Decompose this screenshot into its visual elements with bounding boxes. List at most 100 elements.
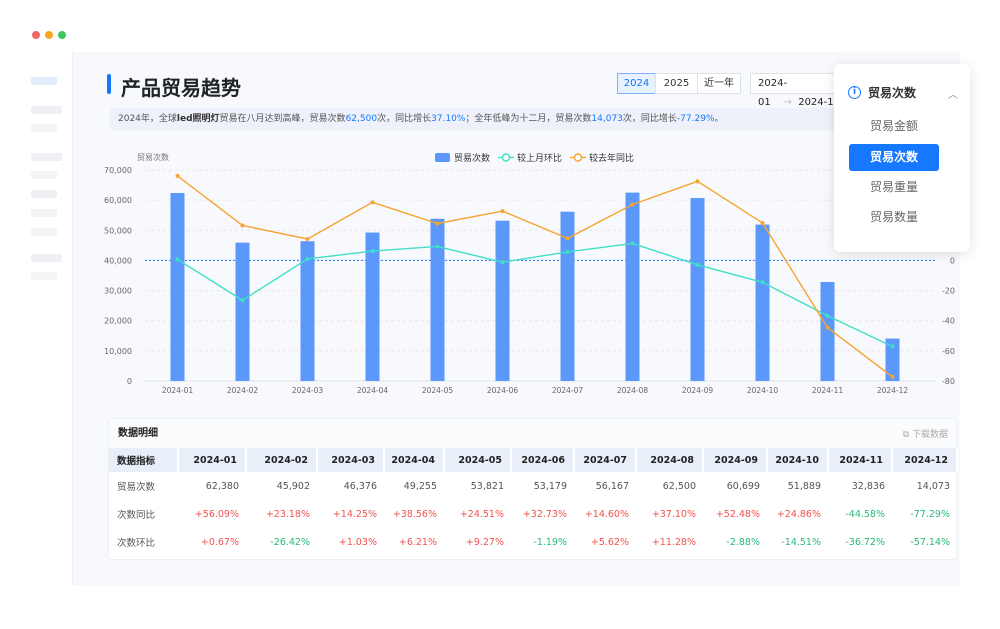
table-cell: +32.73% xyxy=(522,508,567,520)
table-row: 贸易次数 62,380 45,902 46,376 49,255 53,821 53,179… xyxy=(109,472,958,500)
download-data-button[interactable]: ⧉ 下载数据 xyxy=(903,427,948,440)
column-header: 2024-02 xyxy=(247,448,318,472)
title-accent xyxy=(107,74,111,94)
column-header: 2024-10 xyxy=(768,448,829,472)
table-cell: +14.60% xyxy=(584,508,629,520)
data-point xyxy=(565,236,570,241)
bar xyxy=(755,224,770,381)
y2-tick-label: -20 xyxy=(942,287,955,296)
year-tab-2024[interactable]: 2024 xyxy=(617,73,656,94)
table-cell: +5.62% xyxy=(590,536,629,548)
summary-text: 次，同比增长 xyxy=(377,114,432,124)
x-tick-label: 2024-12 xyxy=(877,386,909,395)
y-tick-label: 30,000 xyxy=(104,287,132,296)
data-point xyxy=(760,220,765,225)
close-window-button[interactable] xyxy=(32,31,40,39)
dropdown-option-count[interactable]: 贸易次数 xyxy=(849,144,939,171)
y-tick-label: 40,000 xyxy=(104,256,132,265)
summary-low: 14,073 xyxy=(591,114,623,124)
sidebar-item[interactable] xyxy=(31,77,57,85)
table-cell: 46,376 xyxy=(343,480,377,492)
bar xyxy=(625,192,640,381)
table-cell: 62,500 xyxy=(662,480,696,492)
sidebar-item[interactable] xyxy=(31,272,57,280)
sidebar-item[interactable] xyxy=(31,254,62,262)
dropdown-header[interactable]: i 贸易次数 xyxy=(848,84,916,101)
table-cell: -1.19% xyxy=(533,536,567,548)
range-arrow: → xyxy=(783,97,792,108)
data-point xyxy=(825,313,830,318)
data-point xyxy=(630,241,635,246)
data-point xyxy=(240,223,245,228)
table-cell: -77.29% xyxy=(910,508,950,520)
dropdown-option-quantity[interactable]: 贸易数量 xyxy=(869,210,918,224)
column-header: 2024-06 xyxy=(512,448,575,472)
dropdown-option-weight[interactable]: 贸易重量 xyxy=(869,180,918,194)
y-tick-label: 20,000 xyxy=(104,317,132,326)
trade-chart: 0 10,000 20,000 30,000 40,000 50,000 60,000 70,… xyxy=(104,152,955,395)
table-cell: 51,889 xyxy=(787,480,821,492)
data-point xyxy=(890,344,895,349)
table-cell: +14.25% xyxy=(332,508,377,520)
y2-tick-label: -60 xyxy=(942,347,955,356)
table-cell: +52.48% xyxy=(715,508,760,520)
sidebar-item[interactable] xyxy=(31,106,62,114)
table-row: 次数同比 +56.09% +23.18% +14.25% +38.56% +24.51% +… xyxy=(109,500,958,528)
table-cell: 49,255 xyxy=(403,480,437,492)
sidebar-item[interactable] xyxy=(31,124,57,132)
table-cell: 60,699 xyxy=(726,480,760,492)
x-tick-label: 2024-07 xyxy=(552,386,584,395)
table-cell: +24.51% xyxy=(459,508,504,520)
bar xyxy=(820,282,835,381)
sidebar-item[interactable] xyxy=(31,209,57,217)
y-axis-title: 贸易次数 xyxy=(137,152,169,162)
table-cell: +1.03% xyxy=(338,536,377,548)
y-tick-label: 70,000 xyxy=(104,166,132,175)
range-end: 2024-12 xyxy=(798,97,840,108)
summary-peak-yoy: 37.10% xyxy=(431,114,466,124)
bar xyxy=(170,192,185,381)
y2-tick-label: -80 xyxy=(942,377,955,386)
bar xyxy=(365,232,380,381)
column-header: 2024-11 xyxy=(829,448,893,472)
legend-swatch xyxy=(435,153,450,162)
column-header: 2024-12 xyxy=(893,448,958,472)
dropdown-option-amount[interactable]: 贸易金额 xyxy=(869,119,918,133)
data-point xyxy=(305,256,310,261)
table-cell: +9.27% xyxy=(465,536,504,548)
table-cell: 14,073 xyxy=(916,480,950,492)
summary-text: 。 xyxy=(714,114,724,124)
sidebar-item[interactable] xyxy=(31,171,57,179)
summary-text: ；全年低峰为十二月，贸易次数 xyxy=(465,114,592,124)
dropdown-current: 贸易次数 xyxy=(868,86,917,100)
series-line xyxy=(177,175,893,378)
data-point xyxy=(760,280,765,285)
sidebar-item[interactable] xyxy=(31,190,57,198)
legend-label: 较上月环比 xyxy=(517,152,562,164)
download-icon: ⧉ xyxy=(902,430,910,440)
column-header: 2024-03 xyxy=(318,448,385,472)
sidebar-item[interactable] xyxy=(31,153,62,161)
table-cell: -57.14% xyxy=(910,536,950,548)
x-tick-label: 2024-09 xyxy=(682,386,714,395)
chevron-up-icon[interactable]: ︿ xyxy=(948,90,958,101)
legend-label: 贸易次数 xyxy=(454,152,490,164)
data-point xyxy=(890,374,895,379)
year-tab-last-year[interactable]: 近一年 xyxy=(697,73,741,94)
data-point xyxy=(175,173,180,178)
maximize-window-button[interactable] xyxy=(58,31,66,39)
x-tick-label: 2024-02 xyxy=(227,386,259,395)
table-cell: 62,380 xyxy=(205,480,239,492)
table-cell: +0.67% xyxy=(200,536,239,548)
date-range-picker[interactable]: 2024-01 → 2024-12 xyxy=(750,73,850,108)
series-line xyxy=(177,242,893,348)
sidebar-item[interactable] xyxy=(31,228,57,236)
table-row: 次数环比 +0.67% -26.42% +1.03% +6.21% +9.27% -1.19… xyxy=(109,528,958,556)
summary-text: 贸易在八月达到高峰，贸易次数 xyxy=(219,114,346,124)
data-point xyxy=(565,249,570,254)
minimize-window-button[interactable] xyxy=(45,31,53,39)
metric-dropdown[interactable]: i 贸易次数 ︿ 贸易金额 贸易次数 贸易重量 贸易数量 xyxy=(834,64,970,252)
table-cell: 32,836 xyxy=(851,480,885,492)
bar xyxy=(495,220,510,381)
table-cell: 次数同比 xyxy=(117,510,156,521)
